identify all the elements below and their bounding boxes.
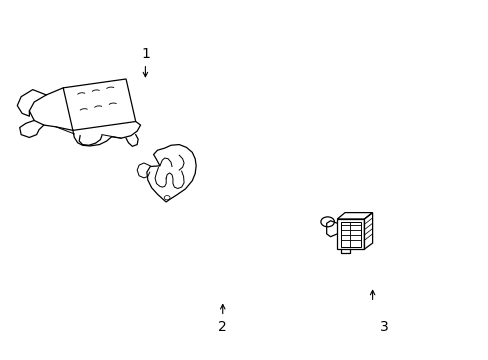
Text: 3: 3 (380, 320, 388, 334)
Text: 2: 2 (218, 320, 226, 334)
Text: 1: 1 (141, 47, 149, 61)
